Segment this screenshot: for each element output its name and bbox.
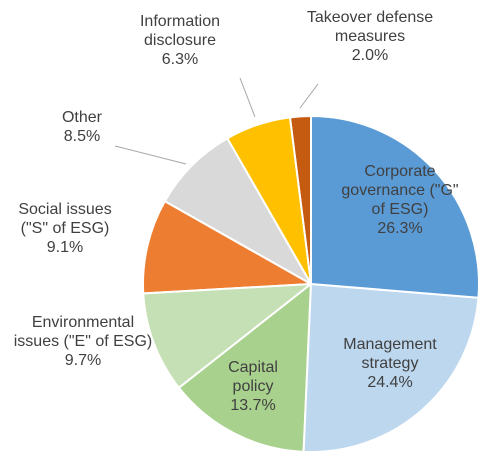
pie-slice xyxy=(163,136,314,287)
category-name: Corporate governance ("G" of ESG) xyxy=(341,163,459,218)
category-name: Other xyxy=(61,109,102,126)
value-label: 13.7% xyxy=(230,397,276,414)
leader-line xyxy=(239,77,256,118)
pie-slice xyxy=(177,281,313,453)
value-label: 9.7% xyxy=(64,352,102,369)
value-label: 6.3% xyxy=(161,51,199,68)
pie-slice xyxy=(142,282,315,390)
category-name: Takeover defense measures xyxy=(306,9,434,45)
value-label: 9.1% xyxy=(46,239,84,256)
category-name: Environmental issues ("E" of ESG) xyxy=(13,314,153,350)
category-name: Information disclosure xyxy=(139,13,221,49)
pie-slice xyxy=(310,114,479,299)
pie-slice xyxy=(302,282,479,453)
slice-label: Capital policy 13.7% xyxy=(217,358,289,415)
value-label: 24.4% xyxy=(367,374,413,391)
pie-slice xyxy=(142,199,315,295)
category-name: Social issues ("S" of ESG) xyxy=(18,201,112,237)
slice-label: Takeover defense measures 2.0% xyxy=(288,8,453,65)
leader-line xyxy=(299,83,319,109)
leader-line xyxy=(114,145,187,165)
value-label: 8.5% xyxy=(63,128,101,145)
category-name: Management strategy xyxy=(343,336,437,372)
slice-label: Corporate governance ("G" of ESG) 26.3% xyxy=(334,162,466,238)
slice-label: Management strategy 24.4% xyxy=(325,335,455,392)
slice-label: Other 8.5% xyxy=(42,108,122,146)
slice-label: Social issues ("S" of ESG) 9.1% xyxy=(4,200,126,257)
slice-label: Information disclosure 6.3% xyxy=(125,12,235,69)
value-label: 2.0% xyxy=(351,47,389,64)
slice-label: Environmental issues ("E" of ESG) 9.7% xyxy=(8,313,158,370)
value-label: 26.3% xyxy=(377,220,423,237)
category-name: Capital policy xyxy=(228,359,278,395)
